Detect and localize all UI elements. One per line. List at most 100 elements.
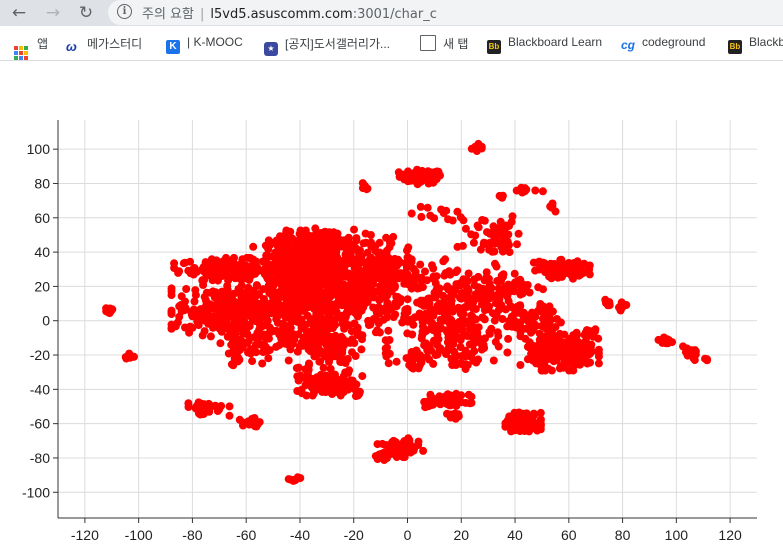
- data-point: [252, 422, 261, 431]
- data-point: [451, 268, 460, 277]
- bookmark-new-tab[interactable]: 새 탭: [420, 35, 468, 52]
- data-point: [448, 307, 457, 316]
- data-point: [167, 308, 176, 317]
- data-point: [272, 240, 281, 249]
- scatter-points: [102, 139, 712, 485]
- data-point: [525, 343, 534, 352]
- data-point: [392, 453, 401, 462]
- data-point: [540, 342, 549, 351]
- bookmark-blackboard[interactable]: Bb Blackboard Learn: [487, 35, 602, 54]
- address-bar[interactable]: i 주의 요함 | l5vd5.asuscomm.com:3001/char_c: [108, 0, 783, 25]
- data-point: [591, 327, 600, 336]
- data-point: [568, 350, 577, 358]
- data-point: [126, 353, 135, 362]
- data-point: [259, 348, 268, 357]
- data-point: [448, 216, 457, 225]
- data-point: [362, 238, 371, 247]
- data-point: [339, 388, 348, 396]
- data-point: [278, 236, 287, 244]
- data-point: [337, 332, 346, 341]
- data-point: [216, 307, 225, 316]
- info-icon[interactable]: i: [117, 4, 132, 19]
- data-point: [344, 368, 353, 377]
- data-point: [278, 244, 287, 253]
- data-point: [295, 280, 304, 289]
- data-point: [430, 397, 439, 406]
- bookmark-codeground[interactable]: cg codeground: [621, 35, 705, 52]
- data-point: [413, 298, 422, 307]
- data-point: [356, 258, 365, 267]
- bookmark-apps[interactable]: 앱: [14, 35, 48, 60]
- data-point: [272, 315, 281, 324]
- data-point: [209, 319, 218, 328]
- data-point: [369, 303, 378, 312]
- url-display[interactable]: 주의 요함 | l5vd5.asuscomm.com:3001/char_c: [142, 3, 437, 22]
- data-point: [236, 274, 244, 283]
- data-point: [244, 283, 253, 292]
- data-point: [345, 269, 354, 278]
- data-point: [423, 298, 432, 306]
- data-point: [475, 143, 484, 152]
- arrow-left-icon[interactable]: ←: [11, 3, 27, 23]
- data-point: [384, 326, 393, 335]
- data-point: [214, 276, 222, 285]
- data-point: [422, 352, 431, 361]
- bookmark-megastudy[interactable]: ω 메가스터디: [66, 35, 142, 54]
- data-point: [235, 355, 244, 364]
- data-point: [474, 223, 483, 232]
- data-point: [175, 312, 184, 321]
- data-point: [299, 236, 308, 245]
- data-point: [382, 246, 391, 255]
- data-point: [337, 358, 346, 366]
- data-point: [255, 266, 263, 275]
- data-point: [404, 255, 412, 264]
- data-point: [341, 250, 350, 259]
- data-point: [660, 333, 668, 342]
- data-point: [226, 264, 235, 273]
- data-point: [409, 264, 418, 273]
- data-point: [233, 302, 242, 311]
- data-point: [560, 330, 569, 339]
- data-point: [214, 314, 223, 323]
- data-point: [416, 177, 425, 186]
- data-point: [181, 258, 190, 267]
- data-point: [357, 345, 366, 354]
- data-point: [231, 346, 239, 355]
- data-point: [385, 442, 394, 451]
- data-point: [249, 255, 258, 264]
- data-point: [332, 258, 340, 267]
- data-point: [227, 297, 236, 306]
- data-point: [206, 332, 215, 341]
- data-point: [267, 309, 276, 318]
- data-point: [182, 285, 191, 293]
- data-point: [309, 379, 318, 388]
- bookmark-kmooc[interactable]: K | K-MOOC: [166, 35, 243, 54]
- reload-icon[interactable]: ↻: [78, 3, 94, 23]
- data-point: [375, 270, 384, 279]
- data-point: [321, 348, 330, 356]
- data-point: [523, 281, 532, 289]
- data-point: [400, 272, 409, 280]
- data-point: [485, 329, 494, 338]
- data-point: [490, 316, 499, 325]
- data-point: [245, 418, 254, 427]
- data-point: [331, 300, 340, 309]
- data-point: [200, 327, 209, 336]
- data-point: [373, 455, 382, 464]
- bookmark-gallery[interactable]: ★ [공지]도서갤러리가...: [264, 35, 390, 56]
- browser-top-bar: ← → ↻ i 주의 요함 | l5vd5.asuscomm.com:3001/ch…: [0, 0, 783, 26]
- data-point: [284, 356, 293, 365]
- arrow-right-icon[interactable]: →: [45, 3, 61, 23]
- data-point: [403, 329, 412, 338]
- data-point: [265, 252, 274, 261]
- data-point: [470, 338, 479, 347]
- data-point: [501, 283, 509, 292]
- data-point: [187, 310, 196, 319]
- data-point: [364, 268, 372, 277]
- data-point: [181, 297, 189, 306]
- y-tick-label: 60: [34, 210, 50, 226]
- data-point: [444, 333, 453, 342]
- data-point: [464, 269, 473, 278]
- data-point: [330, 383, 339, 392]
- bookmark-blackboard-2[interactable]: Bb Blackb: [728, 35, 783, 54]
